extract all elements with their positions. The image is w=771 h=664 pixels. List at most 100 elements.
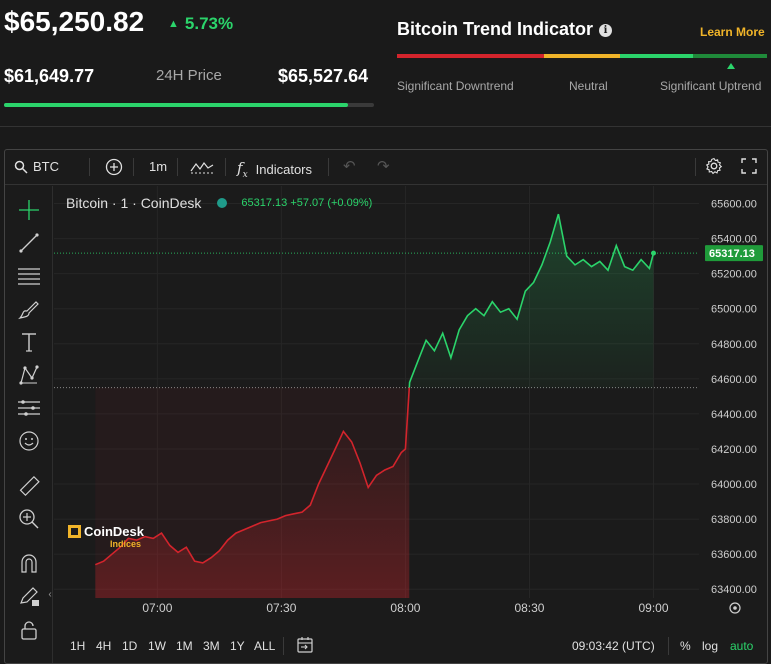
brush-icon (18, 301, 39, 320)
prediction-tool[interactable] (17, 396, 41, 420)
measure-lines-icon (18, 400, 40, 416)
interval-button[interactable]: 1m (149, 159, 168, 174)
percent-toggle[interactable]: % (680, 639, 691, 653)
uptrend-area (409, 214, 654, 388)
last-price-badge (705, 245, 763, 262)
price-range-bar (4, 103, 374, 107)
learn-more-link[interactable]: Learn More (700, 25, 765, 39)
uptrend-line (408, 213, 655, 388)
fullscreen-button[interactable] (741, 158, 757, 174)
coindesk-logo-icon (68, 525, 81, 538)
price-range-fill (4, 103, 349, 107)
coindesk-indices-logo: CoinDesk Indices (68, 523, 144, 549)
fib-tool[interactable] (17, 264, 41, 288)
go-to-date-button[interactable] (296, 636, 314, 657)
x-tick-label: 09:00 (639, 601, 669, 615)
search-icon (14, 160, 28, 174)
header-divider (0, 126, 771, 127)
info-icon[interactable]: i (599, 24, 613, 37)
zoom-in-icon (19, 509, 39, 529)
brush-tool[interactable] (17, 297, 41, 321)
trend-label-downtrend: Significant Downtrend (397, 79, 514, 93)
range-label: 24H Price (156, 67, 222, 84)
pattern-tool[interactable] (17, 363, 41, 387)
axis-settings-icon (729, 602, 741, 614)
toolbar-divider (328, 158, 329, 176)
trend-label-neutral: Neutral (569, 79, 608, 93)
legend-title: Bitcoin · 1 · CoinDesk (66, 195, 202, 211)
downtrend-line (94, 387, 411, 566)
toolbar-divider (133, 158, 134, 176)
logo-name: CoinDesk (84, 524, 144, 539)
trend-line-icon (19, 233, 39, 253)
indicators-button[interactable]: fx Indicators (237, 159, 312, 180)
trend-segment-significant-uptrend (693, 54, 767, 58)
range-1h[interactable]: 1H (70, 639, 86, 653)
downtrend-area (95, 387, 410, 598)
y-tick-label: 65200.00 (711, 269, 757, 281)
x-tick-label: 07:00 (142, 601, 172, 615)
chart-bottom-bar: 1H 4H 1D 1W 1M 3M 1Y ALL 09:03:42 (UTC) … (54, 628, 767, 663)
trend-label-uptrend: Significant Uptrend (660, 79, 762, 93)
range-1y[interactable]: 1Y (230, 639, 245, 653)
y-tick-label: 64200.00 (711, 444, 757, 456)
undo-icon[interactable]: ↶ (343, 158, 356, 175)
range-1d[interactable]: 1D (122, 639, 138, 653)
logo-sub: Indices (110, 539, 142, 549)
settings-button[interactable] (705, 157, 723, 175)
ruler-icon (19, 475, 40, 497)
log-toggle[interactable]: log (702, 639, 719, 653)
redo-icon[interactable]: ↷ (377, 158, 390, 175)
range-all[interactable]: ALL (254, 639, 276, 653)
pencil-lock-icon (20, 587, 39, 606)
emoji-tool[interactable] (17, 429, 41, 453)
y-tick-label: 63800.00 (711, 514, 757, 526)
trend-indicator-title: Bitcoin Trend Indicator i (397, 19, 613, 40)
collapse-toolbar-icon[interactable]: ‹ (48, 588, 52, 600)
downtrend-band (95, 387, 410, 565)
fullscreen-icon (741, 158, 757, 174)
symbol-search[interactable]: BTC (14, 159, 59, 174)
chart-legend: Bitcoin · 1 · CoinDesk 65317.13 +57.07 (… (66, 195, 372, 211)
utc-time[interactable]: 09:03:42 (UTC) (572, 639, 655, 653)
trend-line-tool[interactable] (17, 231, 41, 255)
chart-toolbar: BTC 1m fx Indicators ↶ ↷ (5, 150, 767, 185)
lock-tool[interactable] (17, 618, 41, 642)
range-1w[interactable]: 1W (148, 639, 166, 653)
legend-values: 65317.13 +57.07 (+0.09%) (241, 197, 373, 209)
zoom-tool[interactable] (17, 507, 41, 531)
horizontal-lines-icon (18, 268, 40, 285)
calendar-icon (297, 637, 313, 653)
trend-segment-uptrend (620, 54, 693, 58)
chart-type-button[interactable] (190, 160, 214, 174)
ruler-tool[interactable] (17, 474, 41, 498)
magnet-tool[interactable] (17, 551, 41, 575)
x-tick-label: 07:30 (266, 601, 296, 615)
plus-circle-icon (105, 158, 123, 176)
bottom-divider (668, 637, 669, 655)
magnet-icon (21, 554, 37, 573)
drawing-toolbar: ‹ (5, 186, 53, 663)
y-tick-label: 65600.00 (711, 199, 757, 211)
price-change: ▲ 5.73% (168, 14, 233, 34)
trend-marker-icon (727, 63, 735, 69)
compare-button[interactable] (105, 158, 123, 176)
lock-drawing-tool[interactable] (17, 584, 41, 608)
symbol-label: BTC (33, 159, 59, 174)
price-chart-svg[interactable]: 65600.00 65400.00 65200.00 65000.00 64800.00… (54, 186, 767, 628)
range-3m[interactable]: 3M (203, 639, 220, 653)
pattern-icon (19, 365, 39, 385)
gear-icon (705, 157, 723, 175)
y-tick-label: 65000.00 (711, 304, 757, 316)
trend-segment-neutral (544, 54, 620, 58)
axis-settings-dot (733, 606, 737, 610)
lock-icon (21, 621, 37, 640)
crosshair-tool[interactable] (17, 198, 41, 222)
auto-toggle[interactable]: auto (730, 639, 754, 653)
text-tool[interactable] (17, 330, 41, 354)
current-price: $65,250.82 (4, 6, 145, 37)
price-chart[interactable]: 65600.00 65400.00 65200.00 65000.00 64800.00… (54, 186, 767, 663)
range-1m[interactable]: 1M (176, 639, 193, 653)
price-change-value: 5.73% (184, 14, 234, 33)
range-4h[interactable]: 4H (96, 639, 112, 653)
